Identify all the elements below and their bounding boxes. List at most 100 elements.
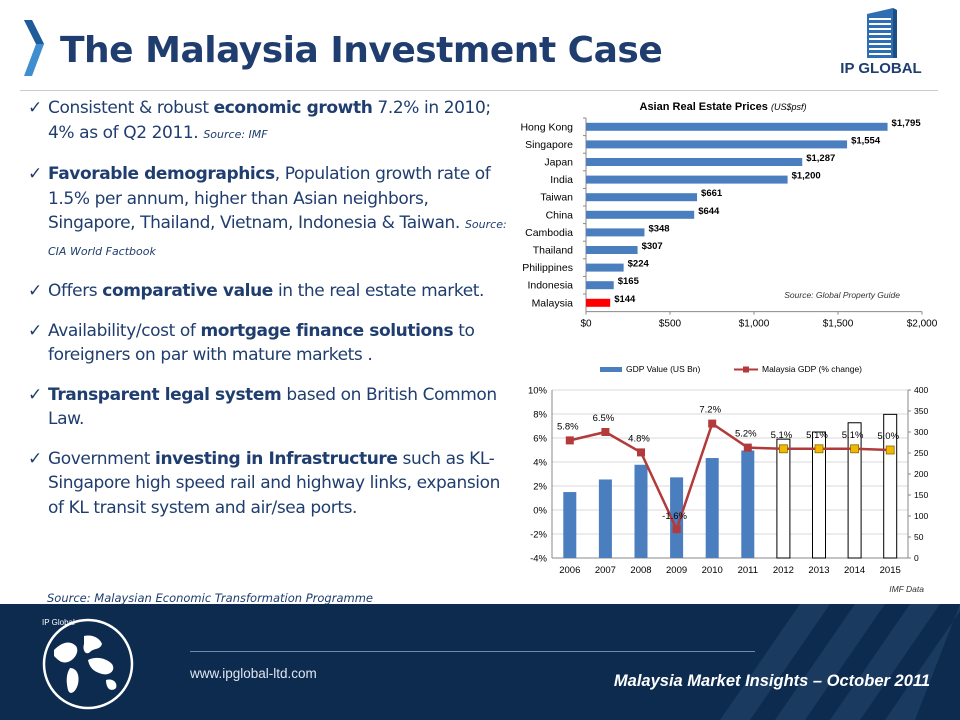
footer-divider: [190, 651, 755, 652]
category-label: Hong Kong: [520, 121, 573, 133]
bullet-text: Consistent & robust: [48, 98, 214, 118]
category-label: Taiwan: [540, 192, 573, 204]
line-point: [637, 448, 645, 457]
bullet-text: to foreigners on par with mature markets…: [48, 320, 475, 366]
bar-projected: [776, 438, 791, 559]
bullet-item: ✓ Availability/cost of mortgage finance s…: [28, 319, 508, 368]
y-right-tick-label: 300: [914, 427, 928, 437]
bar: [586, 193, 698, 202]
bar-projected: [812, 431, 826, 559]
data-label: 7.2%: [699, 405, 721, 416]
y-right-tick-label: 0: [914, 553, 919, 563]
bullet-list: ✓ Consistent & robust economic growth 7.2…: [28, 96, 508, 535]
bar: [586, 263, 624, 272]
line-point: [850, 444, 860, 454]
bullet-source: Source: CIA World Factbook: [48, 218, 507, 258]
data-label: 5.1%: [842, 430, 864, 441]
data-label: 4.8%: [628, 433, 650, 444]
bullet-item: ✓ Consistent & robust economic growth 7.2…: [28, 96, 508, 147]
bar: [586, 281, 614, 290]
bullet-item: ✓ Favorable demographics, Population grow…: [28, 162, 508, 264]
footer-chevron-pattern: [720, 604, 960, 720]
line-point: [885, 445, 895, 455]
bullet-item: ✓ Government investing in Infrastructure …: [28, 447, 508, 521]
bullet-emphasis: comparative value: [102, 281, 273, 301]
bar: [586, 228, 645, 237]
y-left-tick-label: -2%: [530, 530, 547, 541]
category-label: India: [550, 174, 573, 186]
page-title: The Malaysia Investment Case: [60, 30, 663, 71]
bullet-source: Source: IMF: [203, 127, 268, 141]
bullet-item: ✓ Offers comparative value in the real es…: [28, 279, 508, 304]
x-tick-label: 2013: [808, 565, 829, 576]
bar: [586, 298, 611, 307]
check-icon: ✓: [28, 448, 42, 469]
y-right-tick-label: 250: [914, 448, 928, 458]
data-label: $1,200: [792, 171, 821, 182]
infrastructure-source: Source: Malaysian Economic Transformatio…: [47, 591, 373, 605]
data-label: $144: [614, 294, 636, 305]
line-point: [778, 444, 788, 454]
data-label: 5.2%: [735, 429, 757, 440]
bar: [563, 492, 577, 558]
chevron-logo-icon: [24, 20, 44, 76]
data-label: 5.0%: [877, 431, 899, 442]
x-tick-label: 2009: [666, 565, 687, 576]
bullet-emphasis: Favorable demographics: [48, 164, 275, 184]
x-tick-label: 2008: [630, 565, 651, 576]
category-label: Indonesia: [527, 280, 573, 292]
y-left-tick-label: 10%: [528, 386, 548, 397]
line-point: [565, 436, 574, 445]
globe-icon: [42, 618, 134, 710]
bar: [586, 246, 638, 254]
x-tick-label: $2,000: [907, 319, 938, 330]
check-icon: ✓: [28, 384, 42, 405]
building-icon: [867, 8, 897, 58]
data-label: $1,795: [892, 118, 922, 129]
bullet-text: Offers: [48, 281, 103, 301]
real-estate-price-chart: Asian Real Estate Prices (US$psf) Hong K…: [520, 101, 938, 330]
footer-url[interactable]: www.ipglobal-ltd.com: [190, 666, 317, 681]
data-label: $644: [698, 206, 720, 217]
bar: [670, 477, 684, 558]
line-point: [814, 444, 824, 454]
y-left-tick-label: 8%: [533, 410, 547, 421]
check-icon: ✓: [28, 281, 42, 301]
category-label: Malaysia: [532, 297, 574, 309]
y-right-tick-label: 400: [914, 385, 928, 395]
data-label: $307: [642, 241, 663, 252]
data-label: 5.1%: [771, 430, 793, 441]
y-right-tick-label: 100: [914, 511, 928, 521]
y-left-tick-label: 2%: [533, 482, 547, 493]
x-tick-label: $1,000: [739, 319, 770, 330]
line-point: [708, 419, 717, 428]
category-label: Japan: [544, 157, 573, 169]
category-label: Cambodia: [525, 227, 573, 239]
y-right-tick-label: 350: [914, 406, 928, 416]
line-point: [672, 525, 681, 534]
chart-title: Asian Real Estate Prices (US$psf): [640, 101, 807, 113]
bar-projected: [847, 422, 862, 559]
y-left-tick-label: 6%: [533, 434, 547, 445]
gdp-change-line: [569, 421, 891, 533]
y-left-tick-label: -4%: [530, 554, 547, 565]
header-divider: [20, 90, 938, 91]
gdp-chart: GDP Value (US Bn) Malaysia GDP (% change)…: [528, 364, 928, 594]
x-tick-label: 2014: [844, 565, 865, 576]
data-label: 5.8%: [557, 421, 579, 432]
bar: [586, 122, 888, 131]
line-point: [743, 443, 752, 452]
y-right-tick-label: 150: [914, 490, 928, 500]
footer-brand: IP Global: [42, 618, 75, 627]
chart-source-note: Source: Global Property Guide: [784, 290, 900, 300]
data-label: -1.6%: [662, 511, 687, 522]
bar: [586, 175, 788, 184]
x-tick-label: 2015: [880, 565, 901, 576]
category-label: Philippines: [522, 262, 573, 274]
category-label: Singapore: [525, 139, 573, 151]
bar: [586, 140, 848, 149]
check-icon: ✓: [28, 98, 42, 118]
bar: [586, 158, 803, 166]
data-label: $224: [628, 259, 650, 270]
bullet-text: such as KL-Singapore high speed rail and…: [48, 448, 500, 518]
